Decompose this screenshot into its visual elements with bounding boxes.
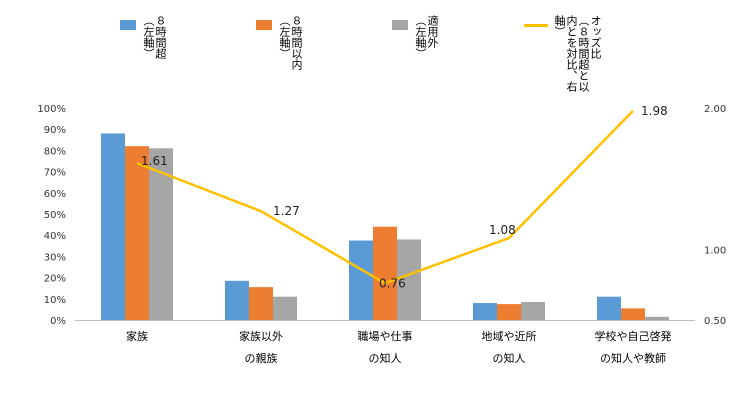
left-axis-tick-label: 70% (44, 168, 66, 179)
odds-ratio-data-label: 0.76 (379, 276, 406, 290)
bar (225, 280, 249, 320)
x-axis-category-label: 家族以外 (239, 329, 283, 343)
odds-ratio-data-label: 1.08 (489, 223, 516, 237)
left-axis-tick-label: 30% (44, 252, 66, 263)
x-axis-category-label: 職場や仕事 (358, 330, 413, 343)
legend-swatch-within-8h (256, 20, 272, 30)
legend-label-over-8h: ８時間超 （左軸） (142, 15, 167, 59)
bar (621, 308, 645, 320)
left-axis-tick-label: 20% (44, 274, 66, 285)
bar (397, 239, 421, 320)
bar (373, 226, 397, 320)
legend-swatch-not-applicable (392, 20, 408, 30)
bar (349, 240, 373, 320)
odds-ratio-data-label: 1.27 (273, 204, 300, 218)
x-axis-category-label: の知人 (369, 351, 402, 365)
right-axis-tick-label: 2.00 (704, 104, 726, 115)
x-axis-category-label: の親族 (245, 351, 278, 365)
legend-label-within-8h: ８時間以内 （左軸） (278, 15, 303, 70)
odds-ratio-data-label: 1.98 (641, 104, 668, 118)
left-axis-tick-label: 90% (44, 125, 66, 136)
right-axis-tick-label: 0.50 (704, 316, 726, 327)
bar (473, 303, 497, 320)
bar (273, 296, 297, 320)
x-axis-category-label: 地域や近所 (482, 330, 537, 343)
bar (125, 146, 149, 320)
odds-ratio-line (136, 109, 634, 285)
left-axis-tick-label: 100% (37, 104, 66, 115)
left-axis-tick-label: 40% (44, 231, 66, 242)
bar (645, 316, 669, 320)
x-axis-category-label: の知人や教師 (600, 351, 666, 365)
legend-swatch-over-8h (120, 20, 136, 30)
odds-ratio-data-label: 1.61 (141, 154, 168, 168)
legend-label-not-applicable: 適用外 （左軸） (414, 15, 439, 59)
left-axis-tick-label: 50% (44, 210, 66, 221)
bar (521, 301, 545, 320)
right-axis-tick-label: 1.00 (704, 245, 726, 256)
x-axis-category-label: 学校や自己啓発 (595, 329, 672, 343)
left-axis-tick-label: 10% (44, 295, 66, 306)
bar (101, 133, 125, 320)
left-axis-tick-label: 0% (50, 316, 66, 327)
bar (597, 296, 621, 320)
left-axis-tick-label: 80% (44, 146, 66, 157)
legend-label-odds-ratio: オッズ比 （８時間超と以 内とを対比、右 軸） (553, 15, 602, 92)
bar (149, 148, 173, 320)
legend-swatch-odds-ratio (524, 24, 548, 27)
bar (249, 287, 273, 320)
left-axis-tick-label: 60% (44, 189, 66, 200)
x-axis-category-label: 家族 (126, 329, 148, 343)
x-axis-category-label: の知人 (493, 351, 526, 365)
bar (497, 304, 521, 320)
